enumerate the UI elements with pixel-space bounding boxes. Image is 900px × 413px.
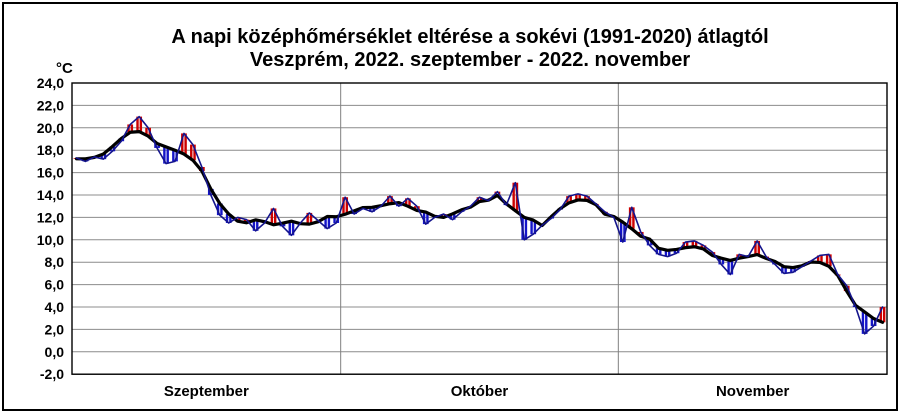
svg-text:24,0: 24,0 <box>37 75 64 91</box>
svg-text:22,0: 22,0 <box>37 97 64 113</box>
svg-text:6,0: 6,0 <box>45 277 65 293</box>
svg-text:10,0: 10,0 <box>37 232 64 248</box>
svg-text:Szeptember: Szeptember <box>164 383 249 400</box>
svg-text:4,0: 4,0 <box>45 299 65 315</box>
svg-text:16,0: 16,0 <box>37 165 64 181</box>
svg-text:2,0: 2,0 <box>45 321 65 337</box>
svg-text:November: November <box>716 383 790 400</box>
svg-text:18,0: 18,0 <box>37 142 64 158</box>
svg-text:12,0: 12,0 <box>37 209 64 225</box>
svg-text:14,0: 14,0 <box>37 187 64 203</box>
svg-text:-2,0: -2,0 <box>40 366 64 382</box>
svg-text:8,0: 8,0 <box>45 254 65 270</box>
svg-text:20,0: 20,0 <box>37 120 64 136</box>
svg-text:0,0: 0,0 <box>45 344 65 360</box>
svg-text:Október: Október <box>451 383 509 400</box>
